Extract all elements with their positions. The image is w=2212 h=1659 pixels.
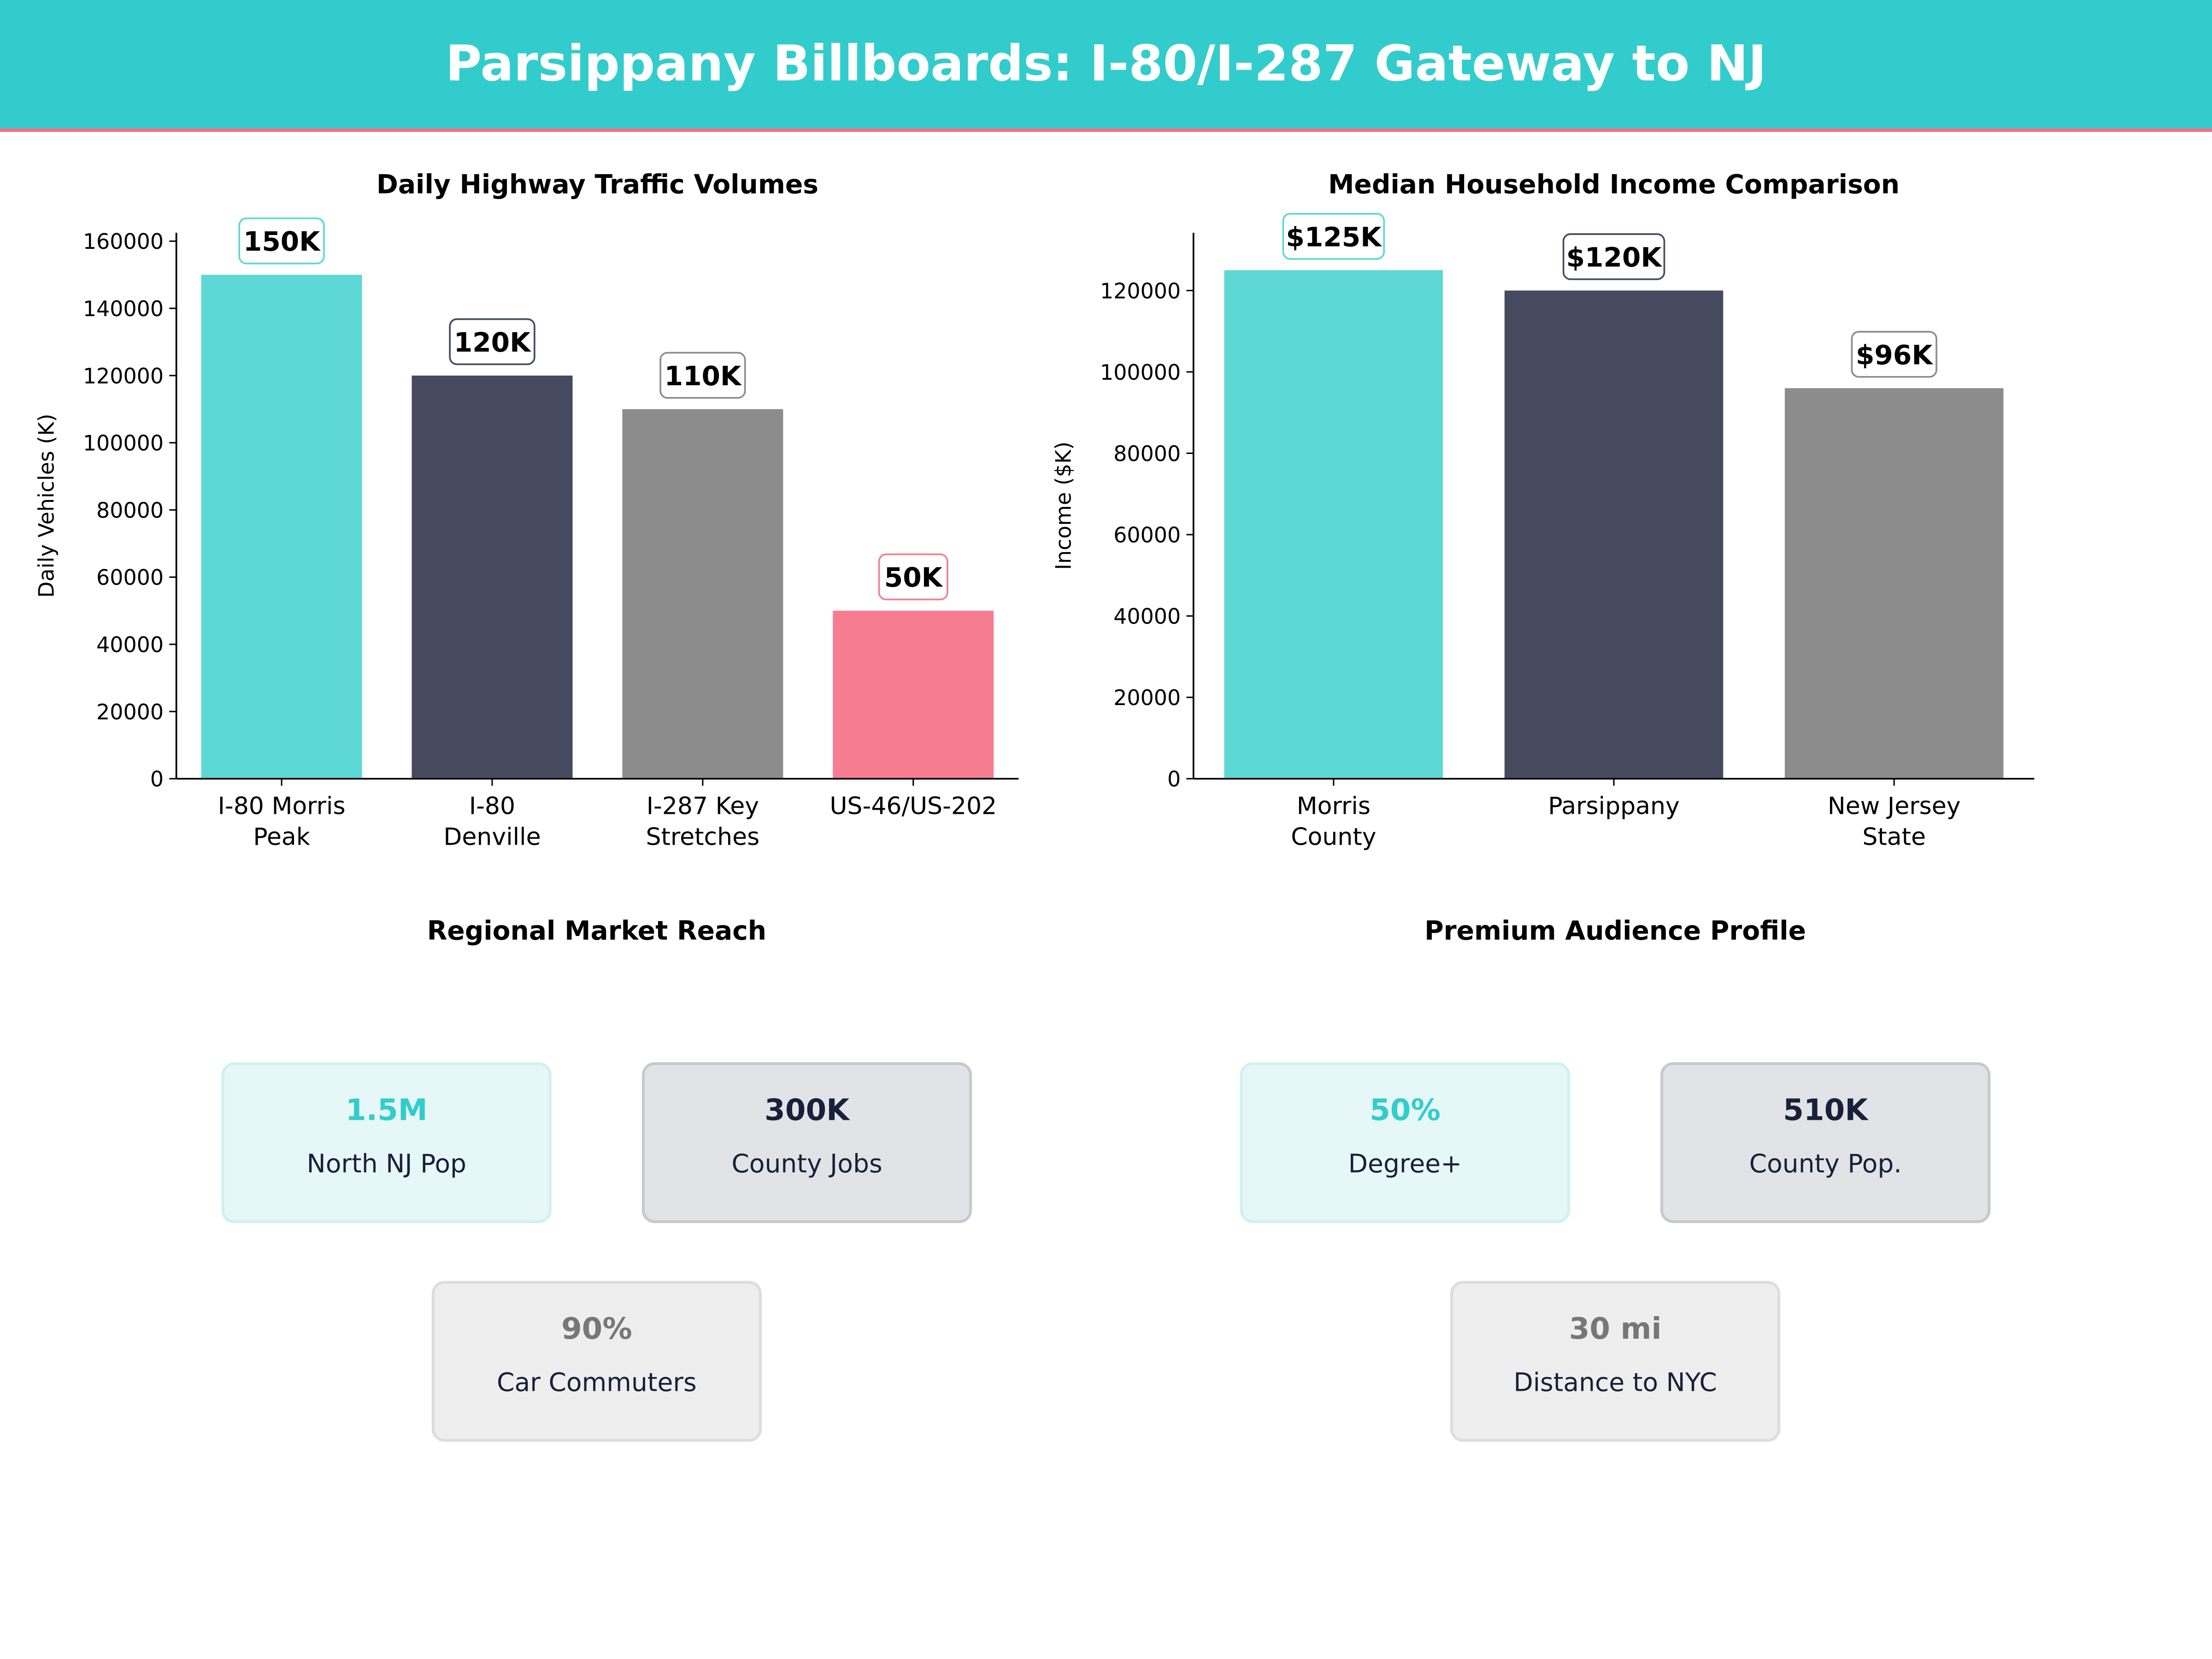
- bar: [201, 275, 362, 779]
- x-tick-label: Morris: [1297, 792, 1371, 820]
- y-tick-label: 100000: [1100, 360, 1181, 385]
- y-tick-label: 40000: [1113, 604, 1181, 629]
- panel-title: Regional Market Reach: [427, 916, 766, 946]
- data-label: 50K: [884, 562, 943, 593]
- data-label: 110K: [665, 360, 742, 392]
- y-tick-label: 0: [1167, 767, 1181, 792]
- stat-label: Car Commuters: [497, 1367, 697, 1397]
- y-tick-label: 60000: [96, 565, 164, 590]
- market-reach-panel: Regional Market Reach 1.5M North NJ Pop 300…: [221, 916, 972, 1442]
- y-tick-label: 80000: [96, 498, 164, 523]
- y-tick-label: 40000: [96, 632, 164, 657]
- audience-profile-panel: Premium Audience Profile 50% Degree+ 510K Co…: [1240, 916, 1991, 1442]
- data-label-box: [238, 217, 325, 265]
- y-tick-label: 20000: [96, 700, 164, 724]
- header-bar: [0, 0, 2212, 129]
- x-tick-label: Stretches: [646, 824, 759, 851]
- stat-card: 1.5M North NJ Pop: [221, 1062, 552, 1224]
- y-tick-label: 0: [150, 767, 164, 792]
- stat-card: 90% Car Commuters: [431, 1281, 762, 1442]
- data-label: $96K: [1856, 339, 1933, 371]
- stat-label: North NJ Pop: [307, 1149, 467, 1178]
- data-label-box: [1851, 331, 1937, 378]
- stat-card-bg: [221, 1062, 552, 1224]
- traffic-chart: Daily Highway Traffic Volumes Daily Vehic…: [34, 169, 1019, 851]
- y-tick-label: 20000: [1113, 685, 1181, 710]
- data-label: 150K: [243, 226, 321, 257]
- x-tick-label: State: [1862, 824, 1926, 851]
- y-tick-label: 100000: [83, 431, 164, 456]
- header-rule: [0, 128, 2212, 132]
- data-label-box: [449, 318, 535, 365]
- data-label-box: [878, 553, 948, 600]
- data-label: 120K: [454, 327, 531, 358]
- stat-value: 1.5M: [346, 1093, 428, 1128]
- y-tick-label: 120000: [83, 364, 164, 388]
- income-chart: Median Household Income Comparison Income…: [1051, 169, 2035, 851]
- y-tick-label: 120000: [1100, 278, 1181, 303]
- y-tick-label: 60000: [1113, 523, 1181, 547]
- stat-card: 50% Degree+: [1240, 1062, 1571, 1224]
- data-label: $120K: [1566, 241, 1663, 273]
- x-tick-label: Denville: [443, 824, 541, 851]
- y-tick-label: 160000: [83, 229, 164, 254]
- y-tick-label: 80000: [1113, 441, 1181, 466]
- bar: [1784, 388, 2004, 779]
- x-tick-label: County: [1291, 824, 1376, 851]
- stat-label: County Jobs: [731, 1149, 882, 1178]
- x-tick-label: I-80: [469, 792, 515, 820]
- chart-title: Daily Highway Traffic Volumes: [377, 169, 818, 200]
- bar: [412, 375, 573, 779]
- x-tick-label: New Jersey: [1828, 792, 1961, 820]
- stat-label: Degree+: [1348, 1149, 1462, 1178]
- stat-card: 30 mi Distance to NYC: [1450, 1281, 1781, 1442]
- y-tick-label: 140000: [83, 296, 164, 321]
- bar: [1504, 290, 1724, 779]
- stat-card-bg: [431, 1281, 762, 1442]
- stat-value: 510K: [1783, 1093, 1869, 1128]
- stat-value: 30 mi: [1569, 1312, 1662, 1346]
- stat-card-bg: [1240, 1062, 1571, 1224]
- data-label-box: [659, 352, 746, 399]
- stat-label: Distance to NYC: [1513, 1367, 1717, 1397]
- stat-value: 50%: [1370, 1093, 1441, 1128]
- x-tick-label: Peak: [253, 824, 310, 851]
- data-label-box: [1562, 233, 1665, 280]
- stat-card-bg: [1660, 1062, 1991, 1224]
- y-axis-label: Daily Vehicles (K): [34, 414, 59, 598]
- data-label: $125K: [1286, 221, 1382, 253]
- x-tick-label: US-46/US-202: [830, 792, 997, 820]
- stat-value: 90%: [561, 1312, 632, 1346]
- panel-title: Premium Audience Profile: [1424, 916, 1806, 946]
- stat-card-bg: [641, 1062, 972, 1224]
- stat-label: County Pop.: [1749, 1149, 1902, 1178]
- stat-card: 510K County Pop.: [1660, 1062, 1991, 1224]
- stat-card: 300K County Jobs: [641, 1062, 972, 1224]
- x-tick-label: Parsippany: [1548, 792, 1680, 820]
- page-title: Parsippany Billboards: I-80/I-287 Gatewa…: [446, 35, 1767, 92]
- chart-title: Median Household Income Comparison: [1328, 169, 1900, 200]
- y-axis-label: Income ($K): [1051, 441, 1076, 570]
- stat-value: 300K: [765, 1093, 850, 1128]
- bar: [622, 409, 783, 779]
- bar: [833, 611, 994, 779]
- stat-card-bg: [1450, 1281, 1781, 1442]
- x-tick-label: I-287 Key: [647, 792, 759, 820]
- x-tick-label: I-80 Morris: [218, 792, 346, 820]
- bar: [1224, 270, 1443, 779]
- data-label-box: [1282, 213, 1385, 260]
